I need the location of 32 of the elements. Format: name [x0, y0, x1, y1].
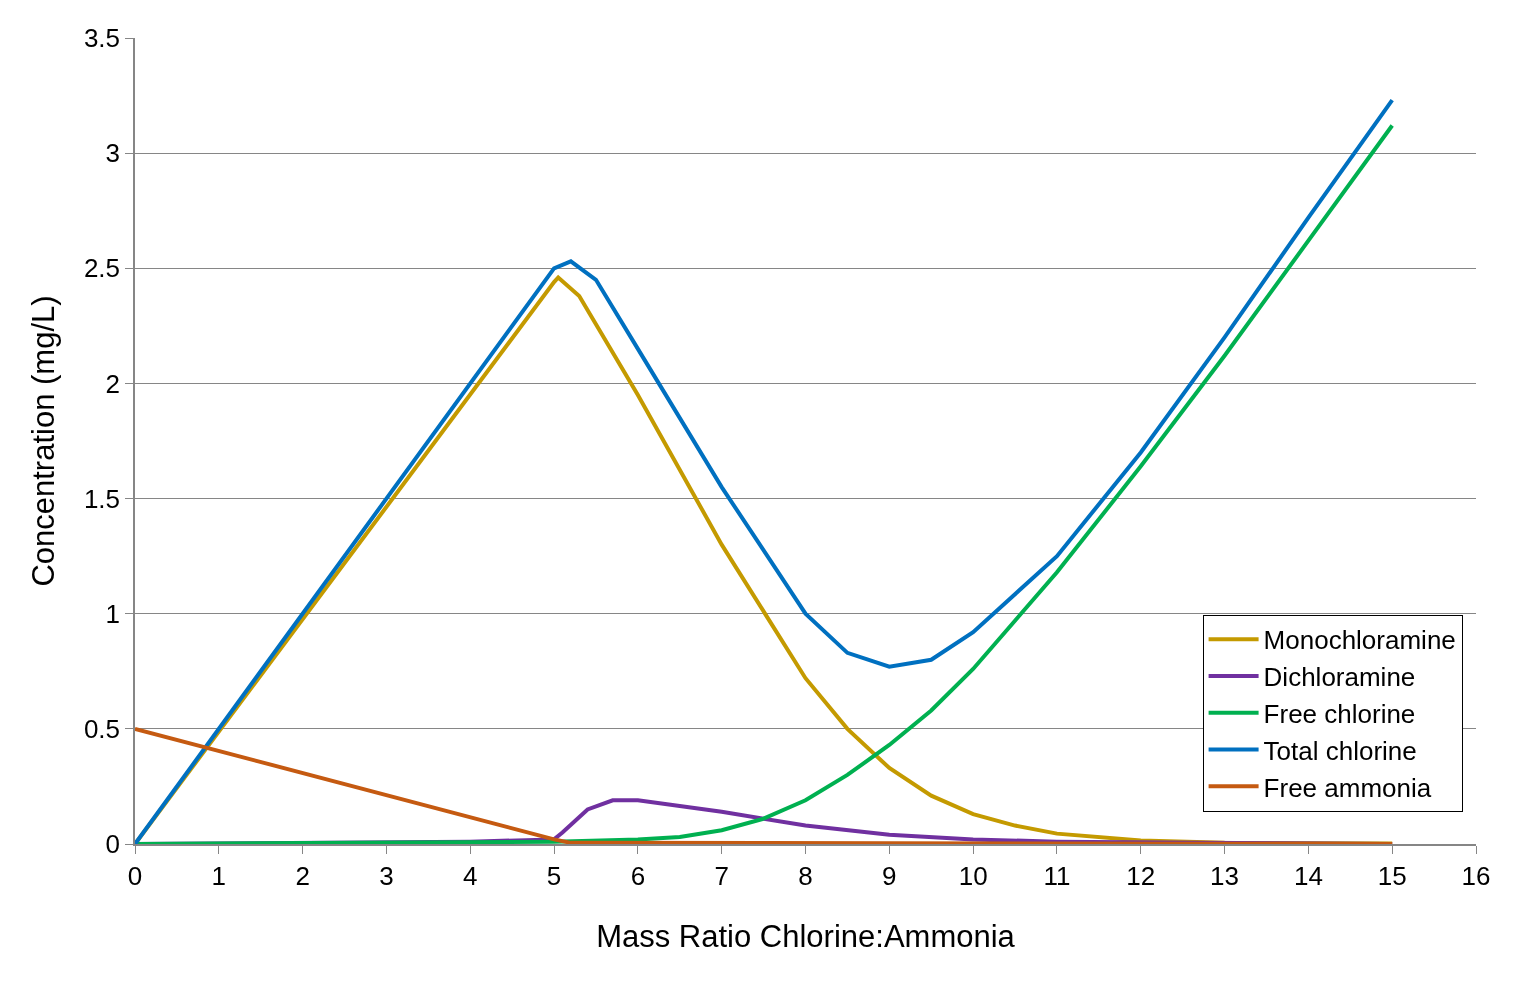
x-tick-label: 9: [882, 860, 897, 891]
y-tick-label: 1: [105, 598, 121, 629]
x-tick-label: 12: [1126, 860, 1156, 891]
x-tick-label: 0: [127, 860, 143, 891]
x-tick-label: 4: [463, 860, 478, 891]
y-axis-title: Concentration (mg/L): [26, 295, 62, 587]
y-tick-label: 3: [105, 138, 121, 169]
y-tick-label: 0: [105, 829, 121, 860]
legend-label: Free ammonia: [1263, 772, 1432, 803]
x-tick-label: 14: [1293, 860, 1323, 891]
x-tick-label: 16: [1461, 860, 1491, 891]
y-tick-label: 0.5: [83, 713, 121, 744]
x-tick-label: 11: [1043, 860, 1071, 891]
x-tick-label: 1: [211, 860, 227, 891]
x-axis-title: Mass Ratio Chlorine:Ammonia: [596, 918, 1016, 954]
x-tick-label: 6: [630, 860, 646, 891]
y-tick-label: 2.5: [83, 253, 121, 284]
y-tick-label: 3.5: [83, 23, 121, 54]
legend-label: Total chlorine: [1263, 735, 1417, 766]
legend-label: Free chlorine: [1263, 698, 1416, 729]
legend-label: Monochloramine: [1263, 625, 1456, 656]
x-tick-label: 13: [1210, 860, 1240, 891]
legend-label: Dichloramine: [1263, 662, 1416, 693]
x-tick-label: 8: [798, 860, 813, 891]
x-tick-label: 10: [958, 860, 988, 891]
x-tick-label: 2: [295, 860, 310, 891]
x-tick-label: 3: [379, 860, 394, 891]
x-tick-label: 7: [714, 860, 729, 891]
x-tick-label: 5: [546, 860, 562, 891]
y-tick-label: 2: [105, 368, 121, 399]
x-tick-label: 15: [1377, 860, 1407, 891]
y-tick-label: 1.5: [83, 483, 121, 514]
